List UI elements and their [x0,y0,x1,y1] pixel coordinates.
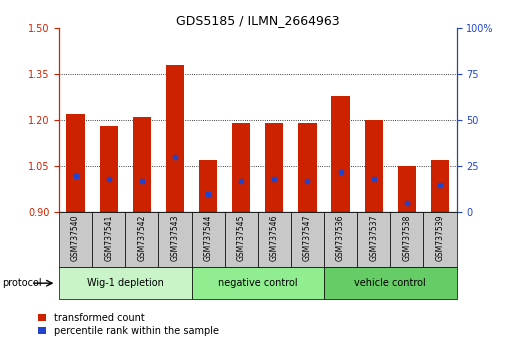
Point [137,178,146,184]
Bar [398,166,416,212]
Text: GSM737544: GSM737544 [204,215,212,261]
Text: GSM737539: GSM737539 [436,215,444,261]
Bar [365,120,383,212]
Bar [159,212,191,267]
Bar [191,267,324,299]
Text: GSM737540: GSM737540 [71,215,80,261]
Bar [166,65,184,212]
Point [71,173,80,178]
Text: GSM737541: GSM737541 [104,215,113,261]
Bar [67,114,85,212]
Point [370,176,378,182]
Text: GSM737545: GSM737545 [236,215,246,261]
Bar [125,212,159,267]
Bar [258,212,291,267]
Bar [299,124,317,212]
Text: GSM737547: GSM737547 [303,215,312,261]
Bar [431,160,449,212]
Bar [331,96,350,212]
Bar [357,212,390,267]
Legend: transformed count, percentile rank within the sample: transformed count, percentile rank withi… [38,313,219,336]
Bar [265,124,284,212]
Bar [92,212,125,267]
Point [105,176,113,182]
Bar [59,267,191,299]
Title: GDS5185 / ILMN_2664963: GDS5185 / ILMN_2664963 [176,14,340,27]
Point [436,182,444,188]
Text: GSM737536: GSM737536 [336,215,345,261]
Text: vehicle control: vehicle control [354,278,426,288]
Bar [199,160,217,212]
Point [337,169,345,175]
Text: GSM737543: GSM737543 [170,215,180,261]
Point [270,176,279,182]
Bar [133,117,151,212]
Text: GSM737538: GSM737538 [402,215,411,261]
Point [204,191,212,197]
Text: GSM737537: GSM737537 [369,215,378,261]
Bar [423,212,457,267]
Text: negative control: negative control [218,278,298,288]
Point [237,178,245,184]
Text: GSM737542: GSM737542 [137,215,146,261]
Bar [191,212,225,267]
Point [171,154,179,160]
Bar [100,126,118,212]
Bar [324,212,357,267]
Text: GSM737546: GSM737546 [270,215,279,261]
Bar [291,212,324,267]
Bar [59,212,92,267]
Text: Wig-1 depletion: Wig-1 depletion [87,278,164,288]
Bar [324,267,457,299]
Bar [232,124,250,212]
Bar [225,212,258,267]
Point [403,200,411,206]
Text: protocol: protocol [3,278,42,288]
Bar [390,212,423,267]
Point [303,178,311,184]
